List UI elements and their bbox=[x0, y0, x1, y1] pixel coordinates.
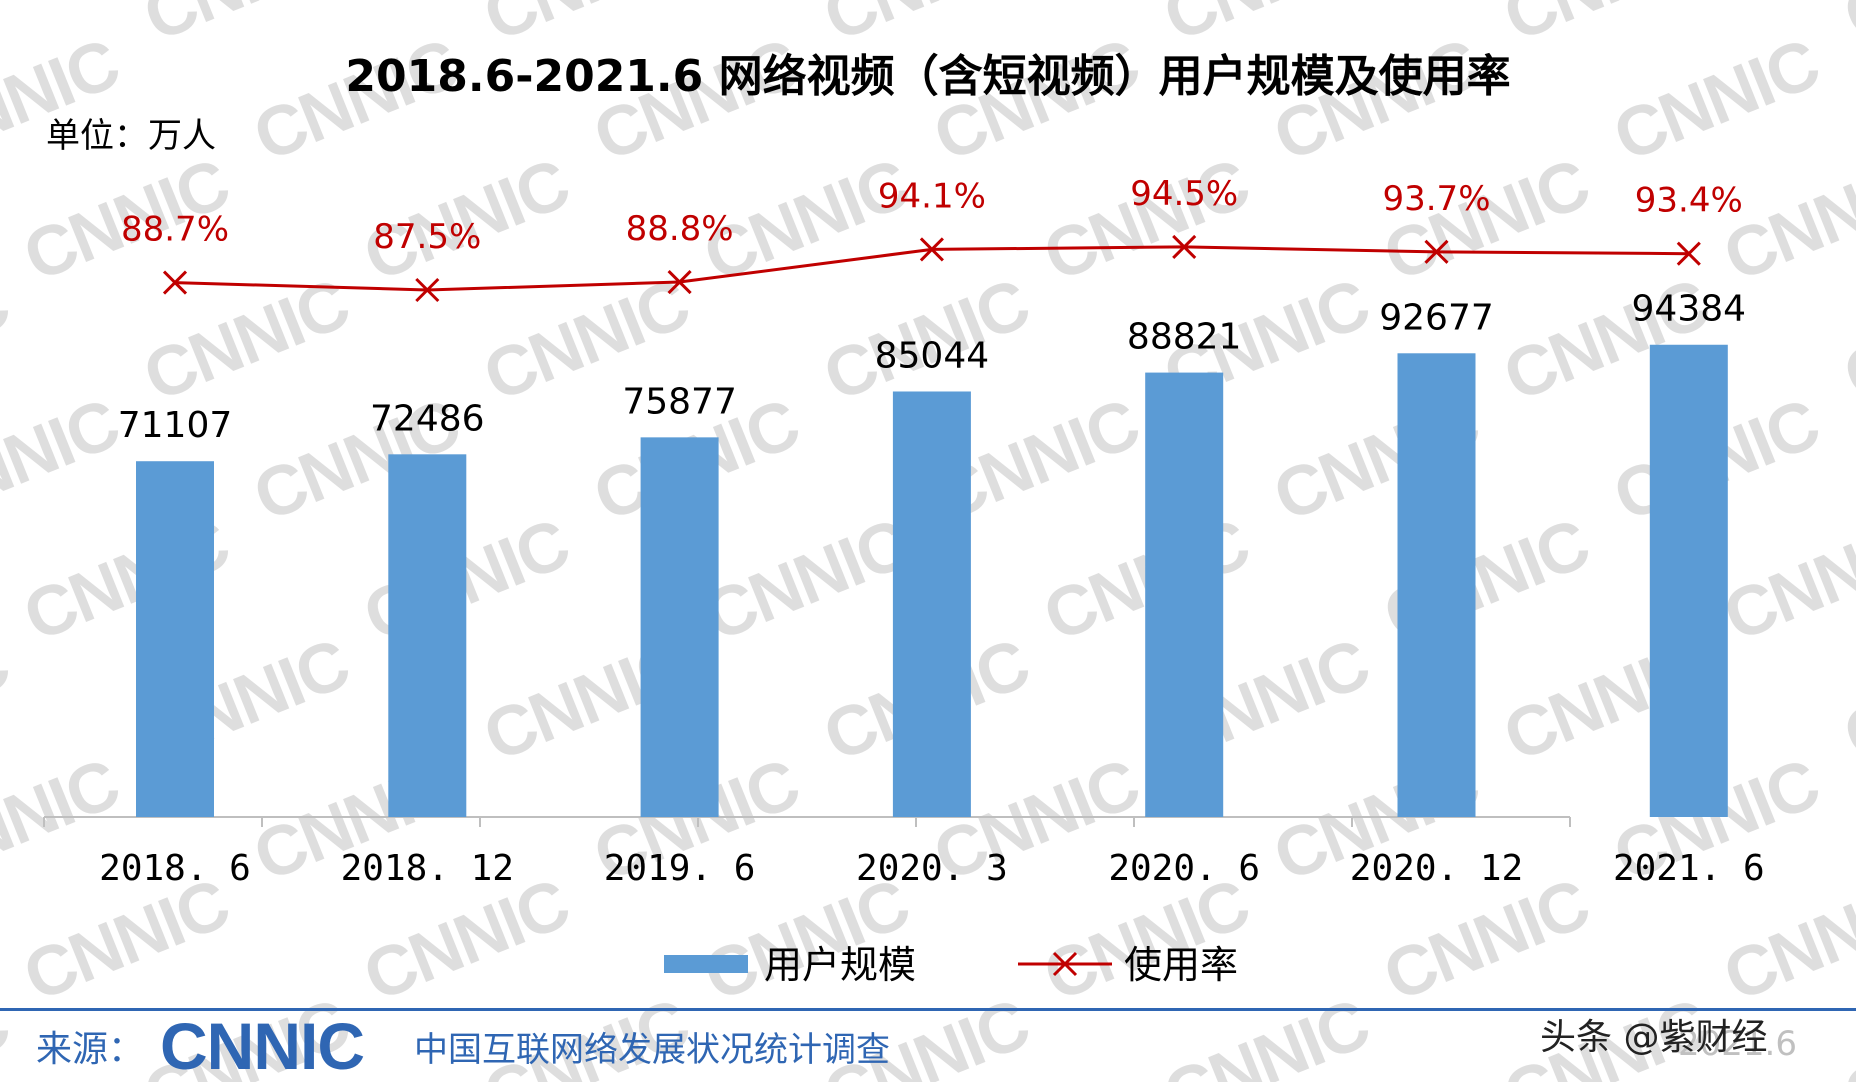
legend-swatch-bars bbox=[664, 955, 748, 973]
bar-user-scale bbox=[892, 391, 971, 817]
report-date: 2021.6 bbox=[1678, 1024, 1797, 1064]
legend-marker-line bbox=[1052, 951, 1078, 977]
footer-divider bbox=[0, 1008, 1856, 1011]
usage-rate-label: 88.8% bbox=[626, 209, 734, 249]
bar-value-label: 75877 bbox=[622, 381, 737, 422]
bar-value-label: 92677 bbox=[1379, 297, 1494, 338]
bar-user-scale bbox=[136, 461, 214, 817]
usage-rate-label: 94.5% bbox=[1130, 174, 1238, 214]
x-tick-label: 2018. 12 bbox=[341, 848, 514, 889]
bar-user-scale bbox=[1649, 344, 1728, 817]
bar-value-label: 71107 bbox=[118, 405, 233, 446]
bar-value-label: 72486 bbox=[370, 398, 485, 439]
usage-rate-marker bbox=[415, 277, 440, 303]
bar-value-label: 88821 bbox=[1127, 317, 1242, 358]
usage-rate-marker bbox=[1676, 241, 1701, 266]
usage-rate-label: 88.7% bbox=[121, 210, 229, 250]
chart-canvas: 71107 72486 75877 85044 88821 92677 94384 2018.… bbox=[43, 174, 1765, 987]
x-tick-label: 2020. 6 bbox=[1108, 848, 1260, 889]
bar-user-scale bbox=[1397, 353, 1476, 817]
usage-rate-marker bbox=[919, 237, 944, 262]
usage-rate-label: 87.5% bbox=[373, 217, 481, 257]
usage-rate-label: 93.4% bbox=[1635, 181, 1743, 221]
x-tick-label: 2018. 6 bbox=[99, 848, 251, 889]
usage-rate-marker bbox=[1424, 239, 1449, 264]
usage-rate-marker bbox=[667, 269, 692, 295]
unit-label: 单位：万人 bbox=[46, 116, 216, 156]
bar-value-label: 94384 bbox=[1632, 289, 1747, 330]
x-tick-label: 2021. 6 bbox=[1613, 848, 1765, 889]
legend-label-line: 使用率 bbox=[1124, 943, 1238, 987]
chart-title: 2018.6-2021.6 网络视频（含短视频）用户规模及使用率 bbox=[345, 51, 1511, 102]
usage-rate-marker bbox=[1172, 234, 1197, 260]
x-tick-label: 2019. 6 bbox=[604, 848, 756, 889]
usage-rate-label: 94.1% bbox=[878, 176, 986, 216]
source-label: 来源： bbox=[36, 1029, 145, 1070]
x-tick-label: 2020. 12 bbox=[1350, 848, 1523, 889]
bar-value-label: 85044 bbox=[875, 335, 990, 376]
credit-label: 头条 @紫财经 bbox=[1540, 1017, 1768, 1058]
x-tick-label: 2020. 3 bbox=[856, 848, 1008, 889]
legend-label-bars: 用户规模 bbox=[764, 943, 916, 987]
bar-user-scale bbox=[1145, 372, 1224, 817]
cnnic-logo: CNNIC bbox=[160, 1009, 365, 1083]
bar-user-scale bbox=[388, 454, 467, 817]
usage-rate-marker bbox=[162, 270, 188, 295]
usage-rate-label: 93.7% bbox=[1382, 179, 1490, 219]
survey-name: 中国互联网络发展状况统计调查 bbox=[414, 1030, 890, 1070]
bar-user-scale bbox=[640, 437, 719, 817]
